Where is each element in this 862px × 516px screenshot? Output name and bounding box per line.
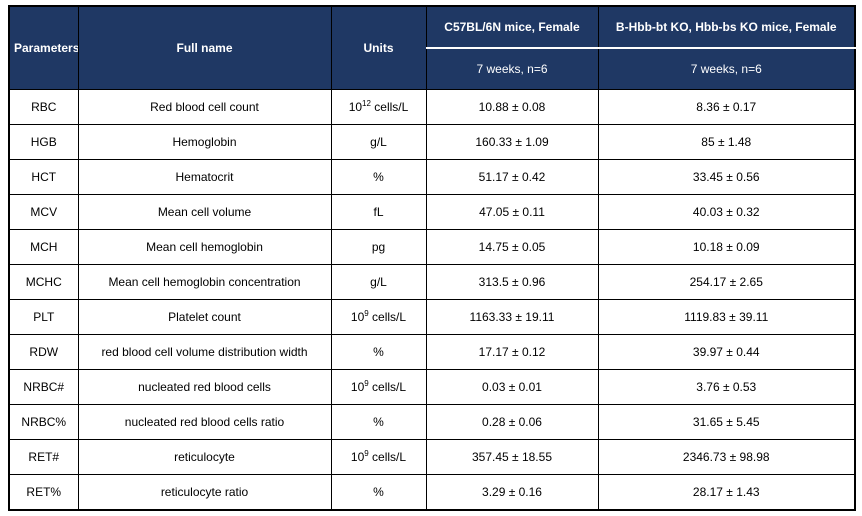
table-row: PLT Platelet count 109 cells/L 1163.33 ±… [8,299,856,335]
cell-full-name: reticulocyte [77,439,332,475]
table-row: MCH Mean cell hemoglobin pg 14.75 ± 0.05… [8,229,856,265]
cell-unit: g/L [330,264,427,300]
cell-knockout-value: 254.17 ± 2.65 [597,264,856,300]
cell-unit: 109 cells/L [330,299,427,335]
cell-wildtype-value: 51.17 ± 0.42 [425,159,599,195]
table-row: MCV Mean cell volume fL 47.05 ± 0.11 40.… [8,194,856,230]
cell-parameter: RDW [8,334,79,370]
cell-full-name: Red blood cell count [77,89,332,125]
cell-wildtype-value: 1163.33 ± 19.11 [425,299,599,335]
header-group-wildtype: C57BL/6N mice, Female [425,5,599,49]
table-row: RET% reticulocyte ratio % 3.29 ± 0.16 28… [8,474,856,510]
cell-full-name: nucleated red blood cells [77,369,332,405]
cell-wildtype-value: 357.45 ± 18.55 [425,439,599,475]
header-parameters: Parameters [8,5,79,90]
table-row: RBC Red blood cell count 1012 cells/L 10… [8,89,856,125]
cell-knockout-value: 2346.73 ± 98.98 [597,439,856,475]
header-full-name: Full name [77,5,332,90]
cell-full-name: nucleated red blood cells ratio [77,404,332,440]
cell-unit: 109 cells/L [330,369,427,405]
header-group-knockout: B-Hbb-bt KO, Hbb-bs KO mice, Female [597,5,856,49]
cell-knockout-value: 40.03 ± 0.32 [597,194,856,230]
cell-unit: % [330,159,427,195]
cell-wildtype-value: 0.28 ± 0.06 [425,404,599,440]
cell-full-name: Mean cell hemoglobin [77,229,332,265]
cell-wildtype-value: 313.5 ± 0.96 [425,264,599,300]
cell-unit: % [330,474,427,510]
cell-parameter: MCV [8,194,79,230]
cell-full-name: Hematocrit [77,159,332,195]
cell-parameter: MCHC [8,264,79,300]
cell-knockout-value: 31.65 ± 5.45 [597,404,856,440]
cell-unit: 109 cells/L [330,439,427,475]
cell-full-name: red blood cell volume distribution width [77,334,332,370]
cell-parameter: RET# [8,439,79,475]
table-row: RET# reticulocyte 109 cells/L 357.45 ± 1… [8,439,856,475]
cell-knockout-value: 10.18 ± 0.09 [597,229,856,265]
cell-unit: 1012 cells/L [330,89,427,125]
table-row: NRBC% nucleated red blood cells ratio % … [8,404,856,440]
cell-parameter: NRBC# [8,369,79,405]
cell-parameter: RET% [8,474,79,510]
cell-knockout-value: 33.45 ± 0.56 [597,159,856,195]
cell-full-name: reticulocyte ratio [77,474,332,510]
header-units: Units [330,5,427,90]
cell-full-name: Hemoglobin [77,124,332,160]
cell-wildtype-value: 47.05 ± 0.11 [425,194,599,230]
cell-knockout-value: 28.17 ± 1.43 [597,474,856,510]
cell-unit: % [330,404,427,440]
table-row: RDW red blood cell volume distribution w… [8,334,856,370]
cell-wildtype-value: 10.88 ± 0.08 [425,89,599,125]
subheader-wildtype-age-n: 7 weeks, n=6 [425,47,599,90]
cell-parameter: HCT [8,159,79,195]
hematology-table: Parameters Full name Units C57BL/6N mice… [8,5,856,511]
cell-knockout-value: 3.76 ± 0.53 [597,369,856,405]
cell-full-name: Platelet count [77,299,332,335]
table-row: HGB Hemoglobin g/L 160.33 ± 1.09 85 ± 1.… [8,124,856,160]
cell-knockout-value: 39.97 ± 0.44 [597,334,856,370]
table-row: HCT Hematocrit % 51.17 ± 0.42 33.45 ± 0.… [8,159,856,195]
cell-full-name: Mean cell hemoglobin concentration [77,264,332,300]
cell-wildtype-value: 0.03 ± 0.01 [425,369,599,405]
table-header: Parameters Full name Units C57BL/6N mice… [8,5,856,90]
cell-parameter: PLT [8,299,79,335]
cell-knockout-value: 85 ± 1.48 [597,124,856,160]
cell-full-name: Mean cell volume [77,194,332,230]
cell-wildtype-value: 160.33 ± 1.09 [425,124,599,160]
cell-parameter: RBC [8,89,79,125]
cell-unit: % [330,334,427,370]
cell-knockout-value: 8.36 ± 0.17 [597,89,856,125]
subheader-knockout-age-n: 7 weeks, n=6 [597,47,856,90]
cell-parameter: HGB [8,124,79,160]
cell-wildtype-value: 17.17 ± 0.12 [425,334,599,370]
cell-parameter: NRBC% [8,404,79,440]
cell-wildtype-value: 14.75 ± 0.05 [425,229,599,265]
cell-unit: g/L [330,124,427,160]
table-row: MCHC Mean cell hemoglobin concentration … [8,264,856,300]
cell-unit: pg [330,229,427,265]
table-row: NRBC# nucleated red blood cells 109 cell… [8,369,856,405]
table-body: RBC Red blood cell count 1012 cells/L 10… [8,89,856,510]
cell-parameter: MCH [8,229,79,265]
cell-knockout-value: 1119.83 ± 39.11 [597,299,856,335]
cell-wildtype-value: 3.29 ± 0.16 [425,474,599,510]
cell-unit: fL [330,194,427,230]
